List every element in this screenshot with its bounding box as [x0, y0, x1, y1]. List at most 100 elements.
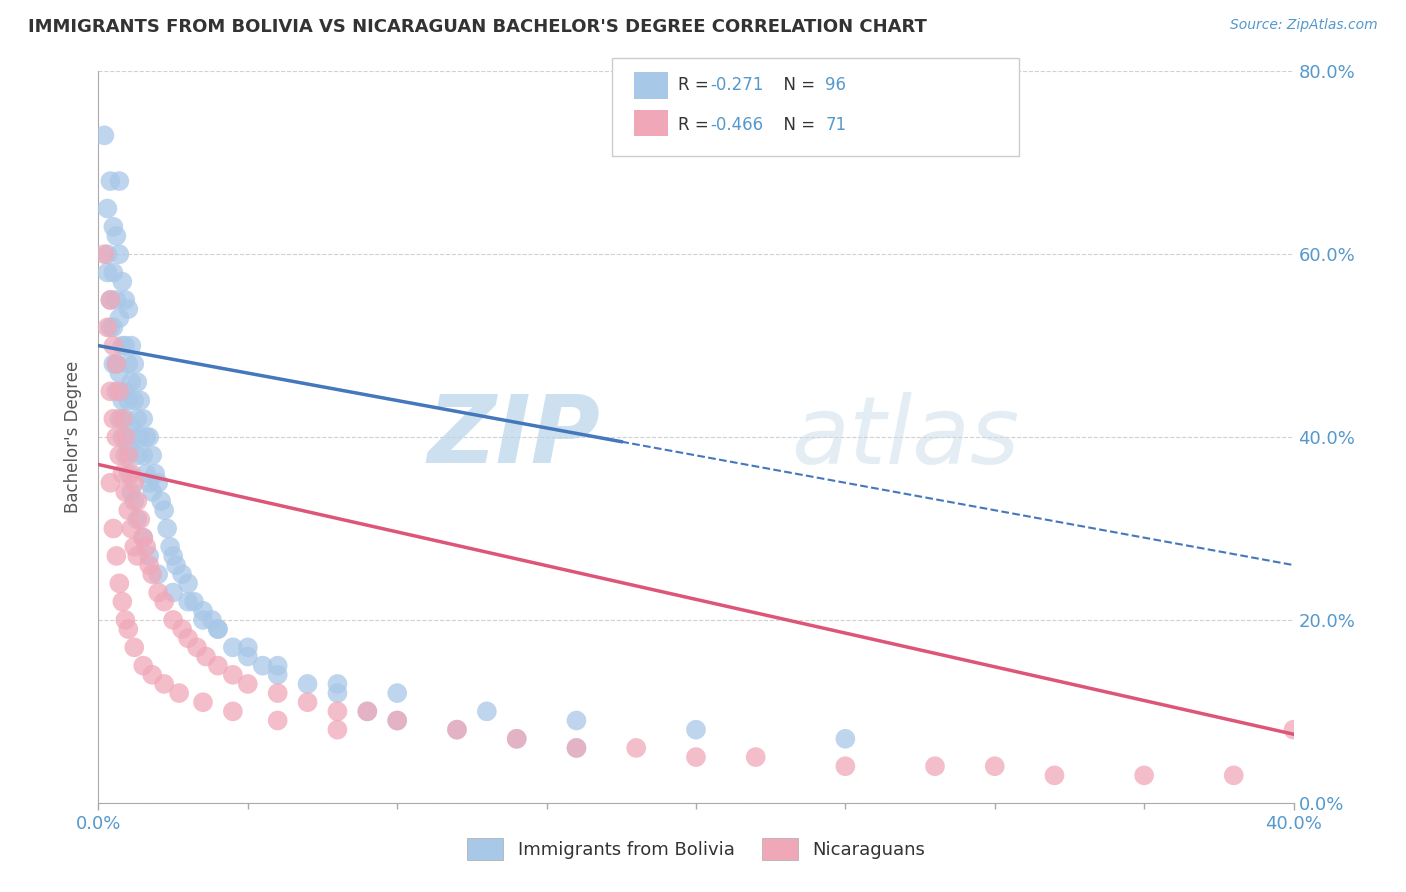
Text: 96: 96 [825, 76, 846, 94]
Point [159, 540, 181, 554]
Point [162, 585, 184, 599]
Point [186, 640, 208, 655]
Point [129, 430, 152, 444]
Point [103, 412, 125, 426]
Point [93, 128, 115, 143]
Point [745, 750, 768, 764]
Point [326, 677, 349, 691]
Point [446, 723, 468, 737]
Point [506, 731, 529, 746]
Point [326, 705, 349, 719]
Point [111, 430, 134, 444]
Point [111, 275, 134, 289]
Point [111, 594, 134, 608]
Point [222, 640, 245, 655]
Point [120, 375, 142, 389]
Point [446, 723, 468, 737]
Point [141, 448, 163, 462]
Point [96, 320, 118, 334]
Point [138, 558, 160, 573]
Point [153, 594, 176, 608]
Point [108, 311, 131, 326]
Point [172, 622, 194, 636]
Point [267, 714, 290, 728]
Point [120, 521, 142, 535]
Point [98, 293, 122, 307]
Point [626, 740, 648, 755]
Point [114, 430, 136, 444]
Point [207, 622, 229, 636]
Point [111, 467, 134, 481]
Point [326, 723, 349, 737]
Point [105, 384, 128, 399]
Text: atlas: atlas [792, 392, 1019, 483]
Point [565, 740, 588, 755]
Point [191, 613, 214, 627]
Point [124, 475, 146, 490]
Point [565, 714, 588, 728]
Point [141, 567, 163, 582]
Point [127, 494, 149, 508]
Point [98, 174, 122, 188]
Point [177, 594, 200, 608]
Point [114, 613, 136, 627]
Point [103, 320, 125, 334]
Point [138, 430, 160, 444]
Point [124, 393, 146, 408]
Point [129, 393, 152, 408]
Point [103, 266, 125, 280]
Point [222, 667, 245, 681]
Point [162, 613, 184, 627]
Point [565, 740, 588, 755]
Point [236, 677, 259, 691]
Point [103, 521, 125, 535]
Point [153, 503, 176, 517]
Point [201, 613, 224, 627]
Point [103, 357, 125, 371]
Text: N =: N = [773, 76, 821, 94]
Point [98, 475, 122, 490]
Point [111, 393, 134, 408]
Legend: Immigrants from Bolivia, Nicaraguans: Immigrants from Bolivia, Nicaraguans [460, 830, 932, 867]
Point [222, 705, 245, 719]
Text: ZIP: ZIP [427, 391, 600, 483]
Point [267, 667, 290, 681]
Point [108, 576, 131, 591]
Point [108, 448, 131, 462]
Point [105, 549, 128, 563]
Point [236, 649, 259, 664]
Point [165, 558, 187, 573]
Point [117, 503, 139, 517]
Point [124, 540, 146, 554]
Point [96, 247, 118, 261]
Y-axis label: Bachelor's Degree: Bachelor's Degree [65, 361, 83, 513]
Point [129, 512, 152, 526]
Point [108, 366, 131, 380]
Point [834, 731, 856, 746]
Point [148, 475, 170, 490]
Point [132, 448, 155, 462]
Point [117, 622, 139, 636]
Text: Source: ZipAtlas.com: Source: ZipAtlas.com [1230, 18, 1378, 32]
Point [132, 658, 155, 673]
Point [207, 658, 229, 673]
Point [297, 695, 319, 709]
Point [135, 430, 157, 444]
Point [127, 549, 149, 563]
Point [117, 467, 139, 481]
Point [124, 640, 146, 655]
Point [127, 375, 149, 389]
Point [93, 247, 115, 261]
Point [124, 430, 146, 444]
Point [124, 494, 146, 508]
Point [156, 521, 179, 535]
Point [120, 421, 142, 435]
Point [114, 293, 136, 307]
Point [114, 448, 136, 462]
Text: N =: N = [773, 116, 821, 134]
Point [236, 640, 259, 655]
Point [385, 714, 409, 728]
Point [172, 567, 194, 582]
Point [326, 686, 349, 700]
Point [103, 219, 125, 234]
